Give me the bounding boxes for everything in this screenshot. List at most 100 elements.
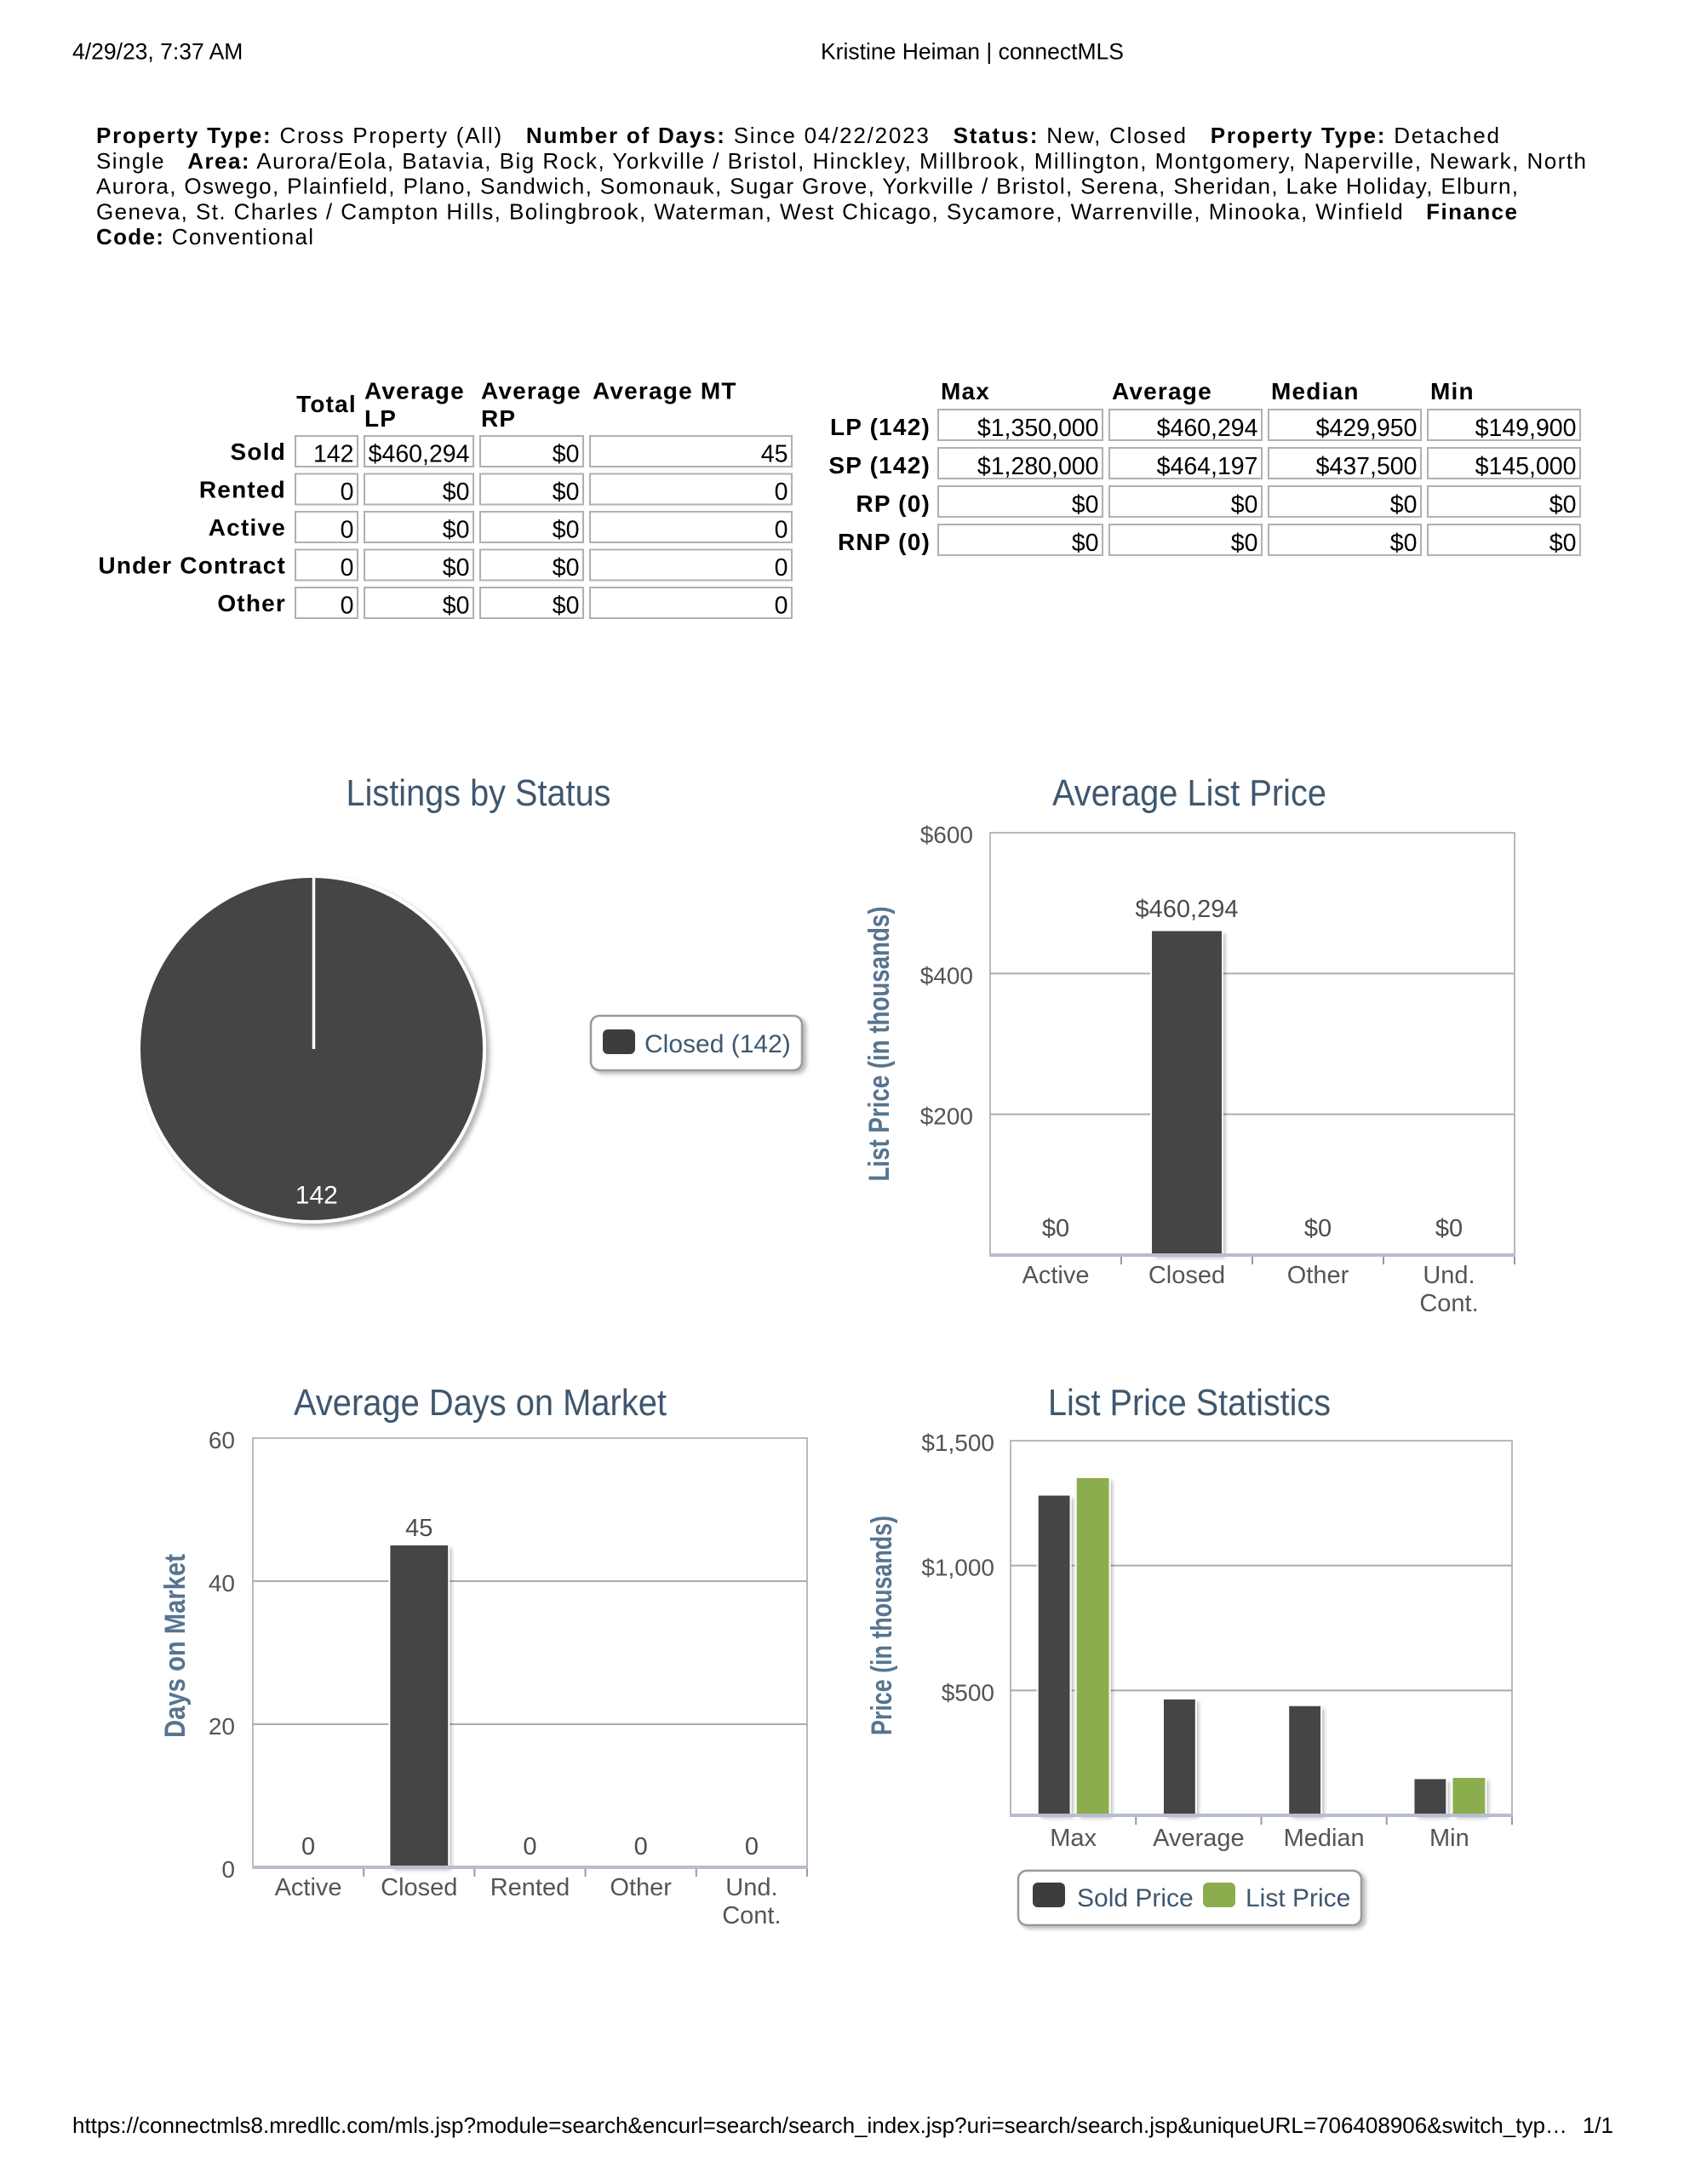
svg-text:$0: $0: [1304, 1215, 1332, 1242]
svg-text:Closed: Closed: [1148, 1262, 1225, 1289]
svg-text:45: 45: [761, 441, 788, 468]
svg-text:Min: Min: [1430, 378, 1475, 404]
svg-text:SP (142): SP (142): [828, 452, 931, 479]
svg-text:Geneva, St. Charles / Campton: Geneva, St. Charles / Campton Hills, Bol…: [96, 198, 1517, 224]
svg-text:$0: $0: [1435, 1215, 1463, 1242]
svg-text:$145,000: $145,000: [1475, 453, 1577, 480]
svg-text:Max: Max: [1050, 1825, 1097, 1852]
svg-text:Days on Market: Days on Market: [159, 1554, 192, 1738]
svg-text:Total: Total: [296, 391, 357, 417]
svg-text:$0: $0: [1072, 491, 1099, 519]
svg-text:$0: $0: [1390, 530, 1418, 557]
svg-text:$0: $0: [553, 517, 580, 544]
svg-text:Other: Other: [217, 590, 286, 616]
svg-text:Sold: Sold: [231, 439, 286, 465]
svg-text:Und.: Und.: [1423, 1262, 1475, 1289]
svg-text:Average Days on Market: Average Days on Market: [294, 1382, 667, 1424]
svg-text:Listings by Status: Listings by Status: [347, 772, 611, 814]
svg-text:0: 0: [775, 554, 788, 582]
svg-text:Rented: Rented: [490, 1874, 570, 1901]
svg-text:List Price (in thousands): List Price (in thousands): [863, 907, 896, 1182]
svg-text:Median: Median: [1284, 1825, 1365, 1852]
svg-text:$464,197: $464,197: [1157, 453, 1258, 480]
svg-text:Rented: Rented: [199, 477, 286, 503]
svg-text:4/29/23, 7:37 AM: 4/29/23, 7:37 AM: [72, 39, 243, 65]
svg-text:Min: Min: [1429, 1825, 1469, 1852]
svg-text:Max: Max: [941, 378, 990, 404]
svg-text:$500: $500: [942, 1679, 994, 1705]
svg-text:$0: $0: [1231, 530, 1258, 557]
svg-text:Average: Average: [1153, 1825, 1245, 1852]
svg-text:RNP (0): RNP (0): [838, 529, 931, 555]
svg-text:$1,000: $1,000: [921, 1555, 994, 1581]
svg-text:$437,500: $437,500: [1316, 453, 1418, 480]
svg-text:$200: $200: [920, 1103, 973, 1130]
svg-text:$1,500: $1,500: [921, 1430, 994, 1456]
svg-text:$149,900: $149,900: [1475, 415, 1577, 442]
svg-text:$1,350,000: $1,350,000: [977, 415, 1099, 442]
svg-text:Price (in thousands): Price (in thousands): [866, 1516, 898, 1735]
svg-text:RP: RP: [481, 405, 516, 432]
svg-text:45: 45: [405, 1515, 432, 1542]
svg-text:Single Area: Aurora/Eola, Ba: Single Area: Aurora/Eola, Batavia, Big R…: [96, 148, 1586, 174]
svg-text:Average List Price: Average List Price: [1052, 772, 1326, 814]
svg-text:Property Type: Cross Property: Property Type: Cross Property (All) Numb…: [96, 123, 1499, 148]
svg-text:$0: $0: [1549, 530, 1577, 557]
svg-text:Active: Active: [1022, 1262, 1090, 1289]
svg-text:$1,280,000: $1,280,000: [977, 453, 1099, 480]
svg-text:Average: Average: [481, 378, 581, 404]
svg-text:0: 0: [775, 593, 788, 620]
svg-text:$460,294: $460,294: [369, 441, 470, 468]
svg-text:0: 0: [775, 479, 788, 506]
svg-text:Closed: Closed: [381, 1874, 457, 1901]
svg-text:$0: $0: [443, 593, 470, 620]
svg-text:$460,294: $460,294: [1157, 415, 1258, 442]
svg-text:1/1: 1/1: [1583, 2112, 1613, 2138]
svg-text:Other: Other: [610, 1874, 672, 1901]
svg-text:40: 40: [209, 1570, 235, 1596]
svg-text:$429,950: $429,950: [1316, 415, 1418, 442]
svg-text:0: 0: [341, 593, 354, 620]
svg-text:LP: LP: [364, 405, 397, 432]
svg-text:List Price Statistics: List Price Statistics: [1048, 1382, 1331, 1424]
svg-text:Aurora, Oswego, Plainfield, Pl: Aurora, Oswego, Plainfield, Plano, Sandw…: [96, 174, 1518, 199]
svg-text:0: 0: [341, 517, 354, 544]
svg-text:$600: $600: [920, 822, 973, 848]
svg-text:Average MT: Average MT: [593, 378, 737, 404]
svg-text:Closed (142): Closed (142): [644, 1030, 791, 1058]
svg-text:Other: Other: [1287, 1262, 1349, 1289]
svg-text:Code: Conventional: Code: Conventional: [96, 224, 313, 249]
svg-text:$0: $0: [1390, 491, 1418, 519]
svg-text:List Price: List Price: [1246, 1884, 1350, 1912]
svg-text:$0: $0: [443, 517, 470, 544]
svg-text:0: 0: [745, 1833, 759, 1860]
svg-text:0: 0: [775, 517, 788, 544]
svg-text:$0: $0: [1549, 491, 1577, 519]
svg-text:Average: Average: [1112, 378, 1212, 404]
svg-text:0: 0: [523, 1833, 536, 1860]
svg-text:Active: Active: [275, 1874, 342, 1901]
svg-text:Under Contract: Under Contract: [98, 553, 286, 579]
svg-text:$0: $0: [1072, 530, 1099, 557]
svg-text:$0: $0: [553, 554, 580, 582]
svg-text:https://connectmls8.mredllc.co: https://connectmls8.mredllc.com/mls.jsp?…: [72, 2112, 1567, 2138]
svg-text:0: 0: [341, 554, 354, 582]
svg-text:$0: $0: [1231, 491, 1258, 519]
svg-text:$0: $0: [553, 441, 580, 468]
svg-text:Active: Active: [209, 514, 286, 541]
svg-text:Kristine Heiman | connectMLS: Kristine Heiman | connectMLS: [821, 39, 1124, 65]
svg-text:0: 0: [341, 479, 354, 506]
svg-text:Sold Price: Sold Price: [1077, 1884, 1194, 1912]
svg-text:Average: Average: [364, 378, 465, 404]
svg-text:Cont.: Cont.: [1419, 1290, 1478, 1317]
svg-text:60: 60: [209, 1427, 235, 1453]
svg-text:Und.: Und.: [725, 1874, 777, 1901]
svg-text:142: 142: [295, 1182, 338, 1210]
svg-text:0: 0: [634, 1833, 648, 1860]
svg-text:$0: $0: [553, 479, 580, 506]
svg-text:0: 0: [221, 1856, 235, 1883]
svg-text:$0: $0: [443, 554, 470, 582]
svg-text:LP (142): LP (142): [830, 414, 931, 440]
svg-text:RP (0): RP (0): [856, 490, 931, 517]
svg-text:$400: $400: [920, 962, 973, 989]
